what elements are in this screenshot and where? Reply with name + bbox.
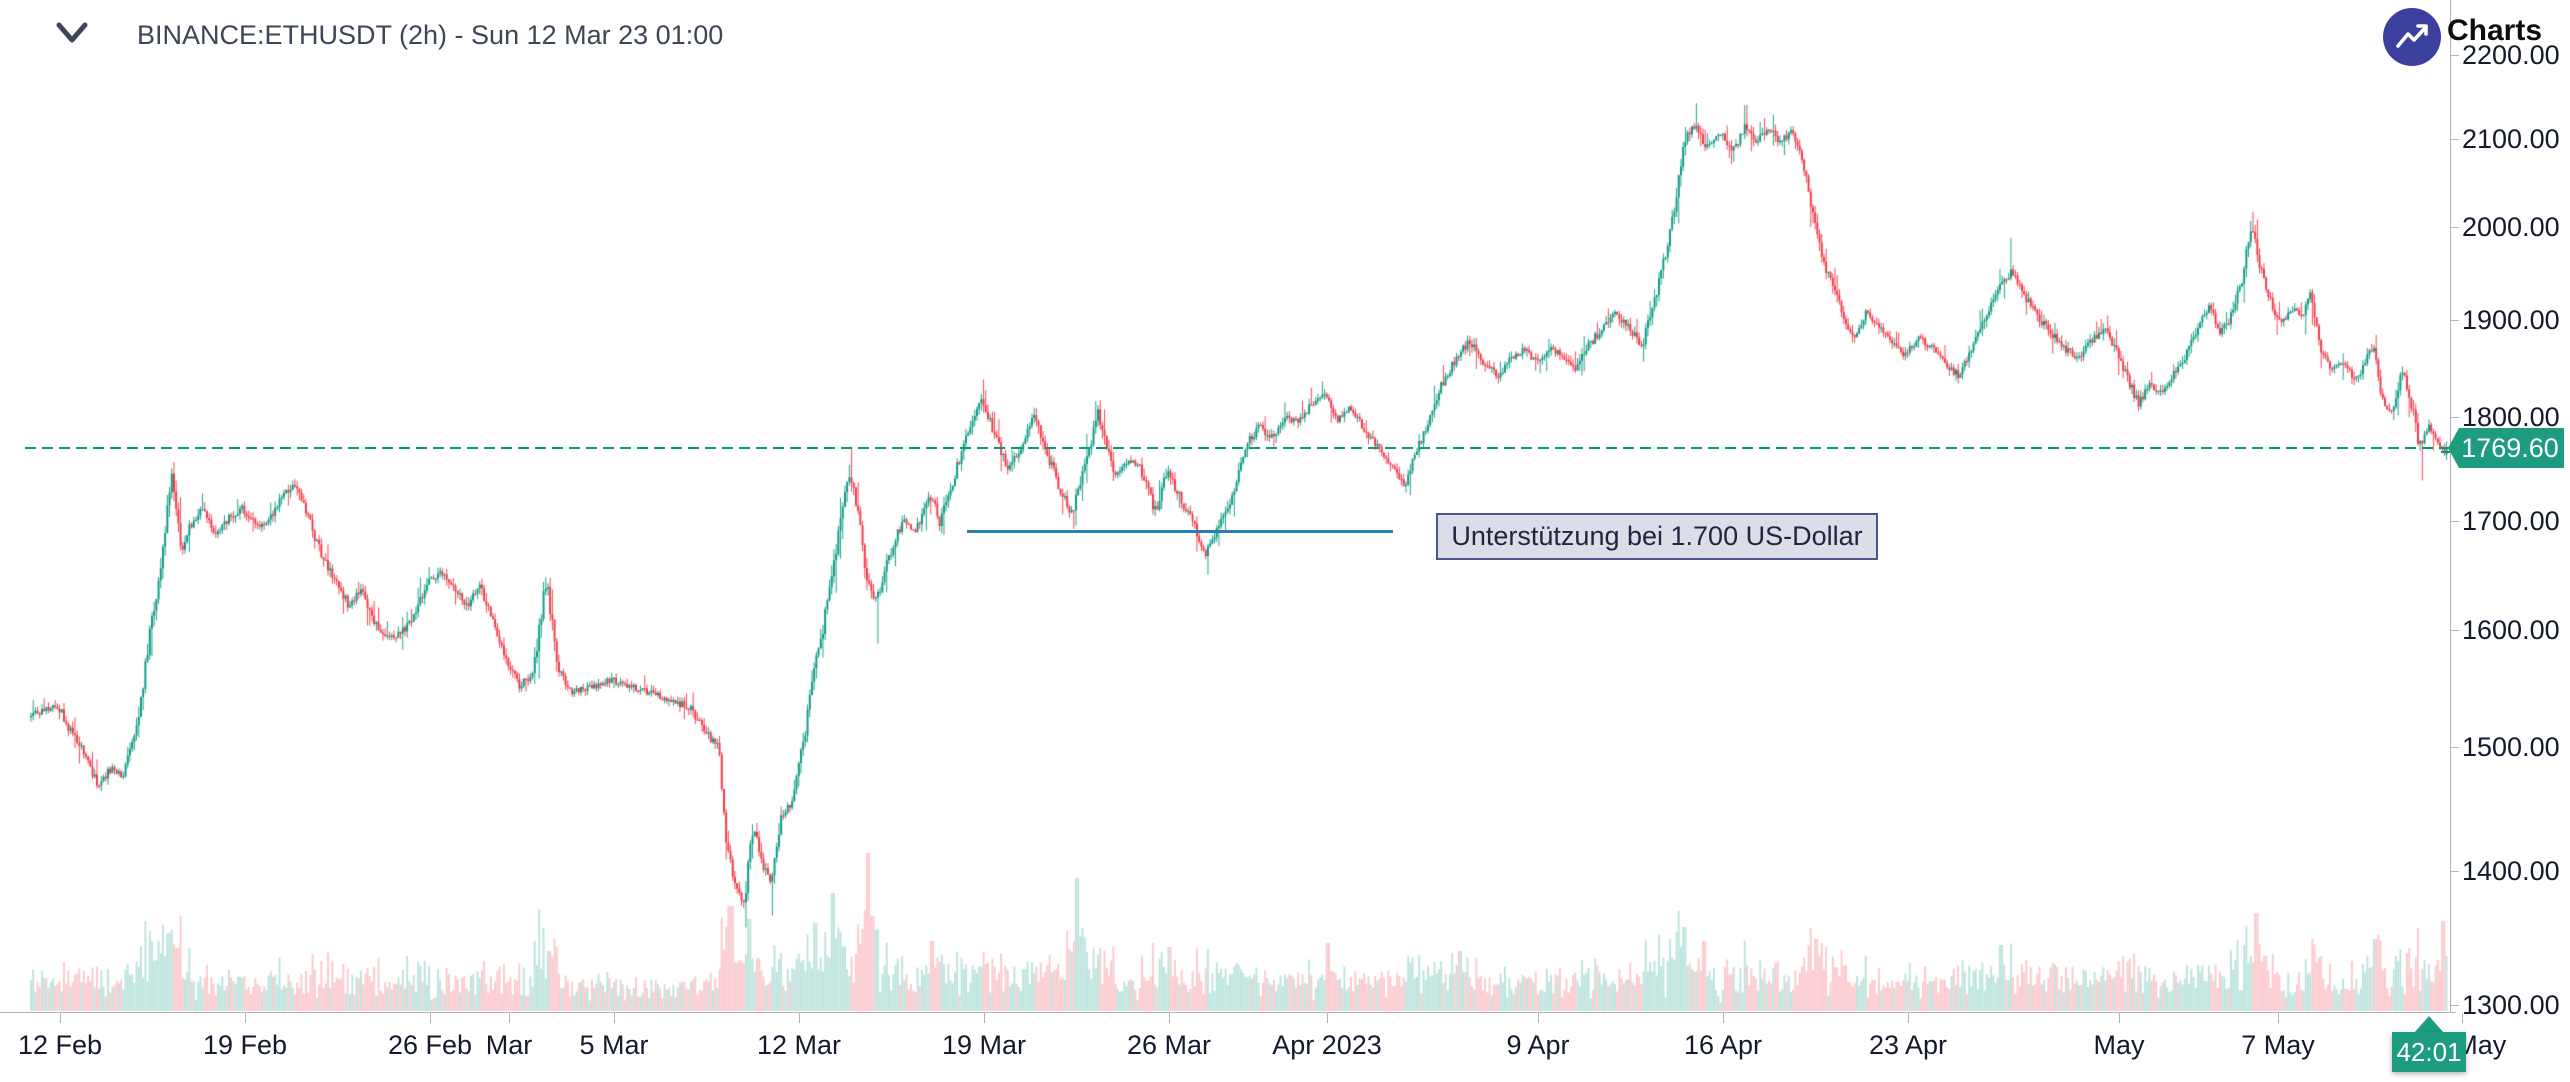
time-tick-mark bbox=[1327, 1013, 1328, 1023]
price-axis-line bbox=[2450, 0, 2451, 1013]
price-axis-label: 1700.00 bbox=[2462, 506, 2560, 536]
time-tick-mark bbox=[245, 1013, 246, 1023]
price-tick-mark bbox=[2450, 320, 2459, 321]
charts-brand-logo[interactable]: Charts by bbox=[2383, 0, 2570, 70]
time-axis-label: 9 Apr bbox=[1506, 1030, 1570, 1060]
brand-circle bbox=[2383, 8, 2441, 66]
trending-up-icon bbox=[2396, 24, 2428, 48]
time-tick-mark bbox=[60, 1013, 61, 1023]
time-axis-label: 26 Mar bbox=[1126, 1030, 1212, 1060]
price-tick-mark bbox=[2450, 227, 2459, 228]
support-line-drawing[interactable] bbox=[966, 530, 1394, 533]
time-axis-label: 12 Feb bbox=[17, 1030, 103, 1060]
price-axis-label: 1600.00 bbox=[2462, 615, 2560, 645]
price-axis-label: 1800.00 bbox=[2462, 402, 2560, 432]
time-tick-mark bbox=[2119, 1013, 2120, 1023]
time-axis-label: 7 May bbox=[2241, 1030, 2315, 1060]
time-tick-mark bbox=[509, 1013, 510, 1023]
countdown-arrow-icon bbox=[2414, 1016, 2444, 1033]
current-price-value: 1769.60 bbox=[2461, 432, 2559, 463]
time-axis-label: 16 Apr bbox=[1683, 1030, 1763, 1060]
time-tick-mark bbox=[1908, 1013, 1909, 1023]
time-axis-label: 12 Mar bbox=[756, 1030, 842, 1060]
time-tick-mark bbox=[1169, 1013, 1170, 1023]
support-annotation-text: Unterstützung bei 1.700 US-Dollar bbox=[1451, 521, 1863, 551]
current-price-badge: 1769.60 bbox=[2448, 428, 2564, 468]
current-price-tick bbox=[2441, 451, 2450, 453]
current-price-line bbox=[25, 447, 2450, 449]
time-tick-mark bbox=[2278, 1013, 2279, 1023]
price-axis-label: 1900.00 bbox=[2462, 305, 2560, 335]
price-tick-mark bbox=[2450, 1005, 2459, 1006]
candlestick-canvas[interactable] bbox=[0, 0, 2450, 1012]
time-tick-mark bbox=[1723, 1013, 1724, 1023]
price-axis-label: 2100.00 bbox=[2462, 124, 2560, 154]
time-tick-mark bbox=[984, 1013, 985, 1023]
support-annotation[interactable]: Unterstützung bei 1.700 US-Dollar bbox=[1436, 513, 1878, 560]
price-axis-label: 1300.00 bbox=[2462, 990, 2560, 1020]
price-axis-label: 1400.00 bbox=[2462, 856, 2560, 886]
price-tick-mark bbox=[2450, 871, 2459, 872]
price-tick-mark bbox=[2450, 630, 2459, 631]
price-axis-label: 2200.00 bbox=[2462, 40, 2560, 70]
countdown-badge: 42:01 bbox=[2392, 1032, 2466, 1072]
time-tick-mark bbox=[2462, 1013, 2463, 1023]
time-axis-label: 5 Mar bbox=[579, 1030, 649, 1060]
time-tick-mark bbox=[799, 1013, 800, 1023]
time-axis-label: 23 Apr bbox=[1868, 1030, 1948, 1060]
price-axis-label: 2000.00 bbox=[2462, 212, 2560, 242]
price-tick-mark bbox=[2450, 55, 2459, 56]
time-axis-label: Mar bbox=[485, 1030, 533, 1060]
time-tick-mark bbox=[1538, 1013, 1539, 1023]
time-axis-label: May bbox=[2093, 1030, 2145, 1060]
time-tick-mark bbox=[430, 1013, 431, 1023]
time-axis-label: 26 Feb bbox=[387, 1030, 473, 1060]
time-axis-label: Apr 2023 bbox=[1272, 1030, 1382, 1060]
brand-label: Charts by bbox=[2447, 14, 2547, 47]
time-axis-line bbox=[0, 1012, 2456, 1013]
time-tick-mark bbox=[614, 1013, 615, 1023]
price-tick-mark bbox=[2450, 417, 2459, 418]
price-tick-mark bbox=[2450, 139, 2459, 140]
countdown-value: 42:01 bbox=[2396, 1036, 2462, 1067]
price-tick-mark bbox=[2450, 747, 2459, 748]
price-tick-mark bbox=[2450, 521, 2459, 522]
time-axis-label: 19 Feb bbox=[202, 1030, 288, 1060]
price-axis-label: 1500.00 bbox=[2462, 732, 2560, 762]
time-axis-label: 19 Mar bbox=[941, 1030, 1027, 1060]
plot-area[interactable]: Unterstützung bei 1.700 US-Dollar bbox=[0, 0, 2450, 1012]
